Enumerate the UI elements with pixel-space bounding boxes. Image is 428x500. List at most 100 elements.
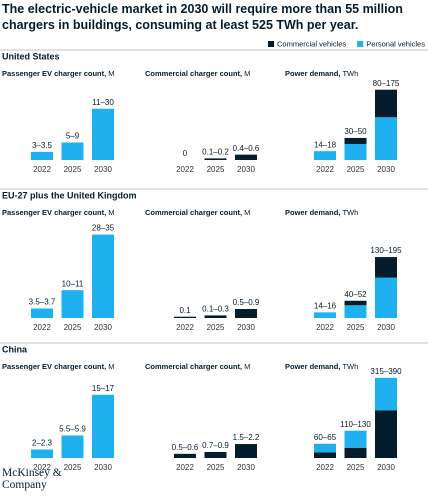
bar-segment <box>344 305 367 318</box>
bar <box>235 444 257 458</box>
bar-segment <box>344 144 367 160</box>
chart-unit: M <box>108 362 114 371</box>
bar-segment <box>375 277 397 318</box>
bar <box>92 394 114 458</box>
bar-segment <box>375 410 397 458</box>
x-tick-label: 2025 <box>347 463 365 472</box>
x-tick-label: 2022 <box>176 323 194 332</box>
x-tick-label: 2025 <box>207 463 225 472</box>
bar-segment <box>375 117 397 160</box>
value-label: 0.5–0.9 <box>233 298 260 307</box>
chart-title: Commercial charger count, <box>145 362 242 371</box>
value-label: 0.7–0.9 <box>202 441 229 450</box>
region-heading: China <box>2 344 28 354</box>
value-label: 1.5–2.2 <box>233 433 260 442</box>
x-tick-label: 2022 <box>33 463 51 472</box>
x-tick-label: 2030 <box>94 165 112 174</box>
value-label: 0.4–0.6 <box>233 144 260 153</box>
chart-title: Commercial charger count, <box>145 69 242 78</box>
region-heading: EU-27 plus the United Kingdom <box>2 190 137 200</box>
bar <box>31 449 53 458</box>
bar <box>174 453 196 458</box>
x-tick-label: 2022 <box>176 165 194 174</box>
value-label: 3–3.5 <box>32 141 53 150</box>
bar <box>204 315 227 318</box>
value-label: 28–35 <box>92 224 115 233</box>
logo: McKinsey & Company <box>2 467 62 491</box>
chart-unit: TWh <box>342 208 358 217</box>
bar-segment <box>344 300 367 306</box>
x-tick-label: 2030 <box>94 463 112 472</box>
bar <box>61 435 84 458</box>
value-label: 60–65 <box>314 433 337 442</box>
bar <box>174 316 196 318</box>
bar <box>235 309 257 318</box>
bar <box>61 142 84 160</box>
bar <box>204 158 227 160</box>
value-label: 10–11 <box>62 279 84 288</box>
x-tick-label: 2025 <box>207 323 225 332</box>
chart-unit: M <box>108 208 114 217</box>
value-label: 110–130 <box>340 420 371 429</box>
bar-segment <box>344 137 367 145</box>
chart-title: Passenger EV charger count, <box>2 69 106 78</box>
value-label: 5.5–5.9 <box>59 425 86 434</box>
bar-segment <box>314 312 336 318</box>
legend-swatch <box>357 41 364 47</box>
bar <box>31 151 53 160</box>
value-label: 15–17 <box>92 384 115 393</box>
value-label: 0.5–0.6 <box>172 443 199 452</box>
value-label: 3.5–3.7 <box>29 298 56 307</box>
value-label: 40–52 <box>344 290 367 299</box>
bar-segment <box>344 447 367 458</box>
value-label: 0.1 <box>179 306 191 315</box>
bar-segment <box>375 89 397 118</box>
x-tick-label: 2030 <box>237 165 255 174</box>
x-tick-label: 2025 <box>64 323 82 332</box>
x-tick-label: 2030 <box>377 165 395 174</box>
x-tick-label: 2025 <box>207 165 225 174</box>
bar <box>92 234 114 318</box>
x-tick-label: 2030 <box>237 323 255 332</box>
legend-swatch <box>268 41 274 47</box>
legend-label: Commercial vehicles <box>277 39 346 48</box>
bar-segment <box>375 257 397 278</box>
region-heading: United States <box>2 51 60 61</box>
chart-unit: M <box>244 208 250 217</box>
value-label: 5–9 <box>66 132 80 141</box>
chart-title: Passenger EV charger count, <box>2 362 106 371</box>
chart-unit: M <box>244 69 250 78</box>
chart-title: Power demand, <box>285 362 340 371</box>
x-tick-label: 2025 <box>347 165 365 174</box>
bar-segment <box>314 452 336 458</box>
x-tick-label: 2025 <box>347 323 365 332</box>
value-label: 30–50 <box>344 127 367 136</box>
x-tick-label: 2022 <box>316 323 334 332</box>
x-tick-label: 2022 <box>33 165 51 174</box>
x-tick-label: 2022 <box>33 323 51 332</box>
x-tick-label: 2030 <box>377 323 395 332</box>
bar-segment <box>344 430 367 448</box>
chart-unit: M <box>108 69 114 78</box>
chart-title: Power demand, <box>285 69 340 78</box>
x-tick-label: 2030 <box>377 463 395 472</box>
chart-title: Commercial charger count, <box>145 208 242 217</box>
value-label: 0.1–0.2 <box>202 148 229 157</box>
headline: The electric-vehicle market in 2030 will… <box>2 2 403 32</box>
bar-segment <box>314 151 336 160</box>
value-label: 0 <box>183 149 188 158</box>
bar <box>92 108 114 160</box>
x-tick-label: 2025 <box>64 165 82 174</box>
chart-title: Power demand, <box>285 208 340 217</box>
bar <box>204 451 227 458</box>
x-tick-label: 2022 <box>176 463 194 472</box>
chart-unit: TWh <box>342 69 358 78</box>
value-label: 14–16 <box>314 301 337 310</box>
value-label: 11–30 <box>92 98 114 107</box>
value-label: 14–18 <box>314 140 337 149</box>
chart-title: Passenger EV charger count, <box>2 208 106 217</box>
legend-label: Personal vehicles <box>366 39 425 48</box>
x-tick-label: 2022 <box>316 165 334 174</box>
value-label: 2–2.3 <box>32 439 53 448</box>
